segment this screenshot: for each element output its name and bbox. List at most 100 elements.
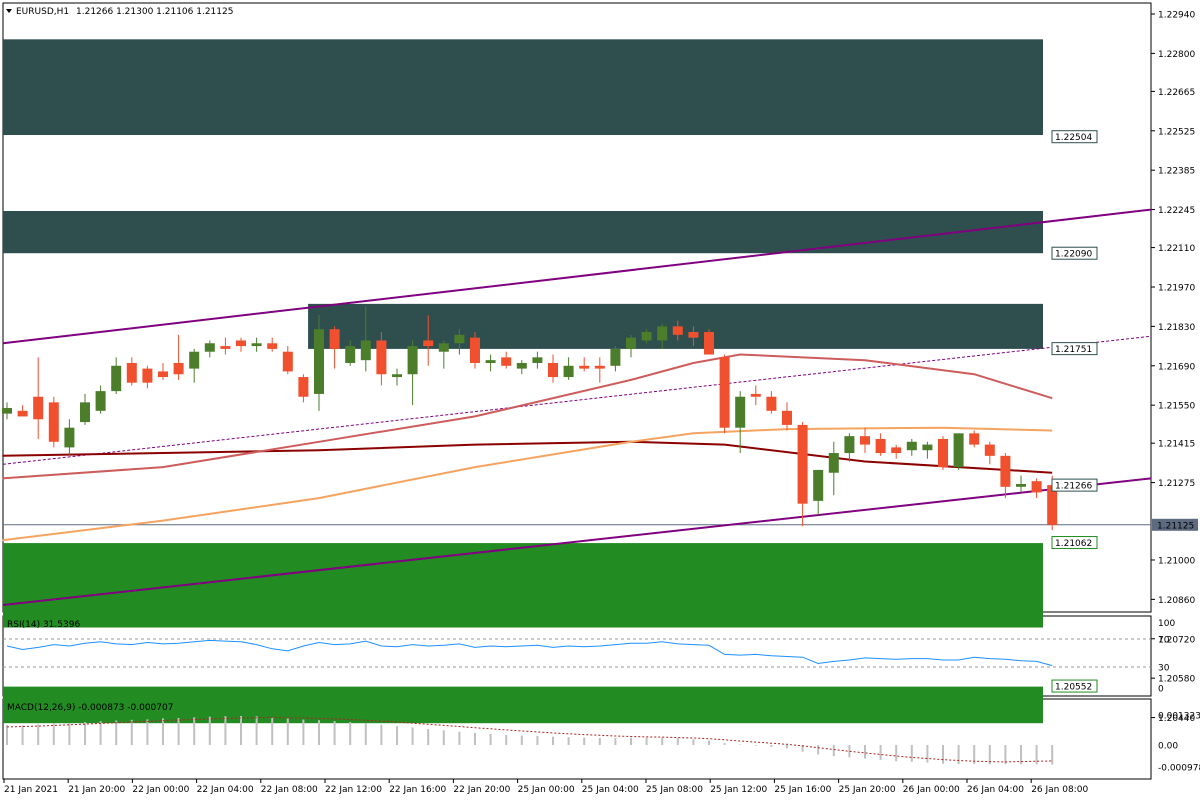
candle-body — [142, 368, 153, 383]
level-label-box — [1051, 246, 1098, 260]
candle-body — [516, 362, 527, 369]
price-tick-label: 1.22525 — [1158, 127, 1195, 137]
candle-body — [766, 396, 777, 411]
candle-body — [532, 357, 543, 363]
candle-body — [17, 410, 28, 417]
macd-layer: 0.001323 0.00 -0.000978 — [6, 712, 1200, 774]
candle-body — [782, 410, 792, 425]
candle-body — [844, 436, 855, 454]
level-labels-layer: 1.22504 1.22090 1.21751 1.21266 1.21062 1.205… — [1051, 130, 1098, 693]
price-tick-label: 1.22245 — [1158, 206, 1195, 216]
price-axis: 1.22940 1.22800 1.22665 1.22525 1.22385 1.222… — [1151, 11, 1198, 724]
ohlc-readout: 1.21266 1.21300 1.21106 1.21125 — [76, 7, 233, 17]
candle-body — [657, 326, 668, 341]
candle-body — [579, 365, 590, 369]
level-label-text: 1.20552 — [1055, 683, 1092, 693]
price-tick-label: 1.21550 — [1158, 402, 1195, 412]
symbol-label: EURUSD,H1 — [16, 7, 69, 17]
candle-body — [735, 396, 746, 428]
macd-tick-label: 0.00 — [1158, 742, 1178, 752]
candle-body — [267, 343, 278, 349]
price-tick-label: 1.20580 — [1158, 675, 1195, 685]
level-label-text: 1.21062 — [1055, 539, 1092, 549]
time-tick-label: 22 Jan 12:00 — [325, 785, 382, 795]
candle-body — [173, 362, 184, 375]
candle-body — [236, 340, 246, 347]
candle-body — [111, 365, 122, 392]
price-tick-label: 1.22800 — [1158, 50, 1195, 60]
rsi-line — [6, 639, 1053, 667]
time-tick-label: 25 Jan 08:00 — [646, 785, 703, 795]
lower-channel-line — [2, 477, 1152, 606]
level-label-text: 1.22504 — [1055, 133, 1092, 143]
candle-body — [672, 326, 683, 335]
candle-body — [953, 433, 964, 468]
mid-channel-line — [2, 335, 1152, 465]
price-tick-label: 1.22665 — [1158, 88, 1195, 98]
trendlines-layer — [2, 208, 1152, 606]
price-tick-label: 1.20440 — [1158, 714, 1195, 724]
candle-body — [314, 329, 324, 394]
support-zone — [3, 686, 1043, 724]
candle-body — [984, 444, 995, 456]
candle-body — [1047, 485, 1058, 525]
time-axis: 21 Jan 2021 21 Jan 20:00 22 Jan 00:00 22 Ja… — [3, 779, 1088, 795]
time-tick-label: 21 Jan 2021 — [4, 785, 58, 795]
candle-body — [1031, 481, 1042, 493]
resistance-zone — [3, 39, 1043, 136]
time-tick-label: 21 Jan 20:00 — [68, 785, 125, 795]
candle-body — [189, 351, 200, 369]
candle-body — [204, 343, 215, 352]
candle-body — [969, 433, 980, 445]
time-tick-label: 25 Jan 20:00 — [839, 785, 896, 795]
candle-body — [48, 402, 59, 442]
macd-title: MACD(12,26,9) -0.000873 -0.000707 — [7, 703, 173, 713]
current-price-text: 1.21125 — [1157, 521, 1194, 531]
level-label-box — [1051, 536, 1098, 550]
time-tick-label: 22 Jan 04:00 — [197, 785, 254, 795]
candle-body — [345, 346, 356, 363]
candle-body — [438, 343, 449, 352]
rsi-tick-label: 100 — [1158, 619, 1175, 629]
time-tick-label: 22 Jan 20:00 — [453, 785, 510, 795]
time-tick-label: 25 Jan 16:00 — [774, 785, 831, 795]
level-label-box — [1051, 478, 1098, 492]
time-tick-label: 26 Jan 04:00 — [967, 785, 1024, 795]
candle-body — [407, 346, 418, 375]
candle-body — [875, 438, 886, 454]
candle-body — [360, 340, 371, 361]
candles-layer[interactable] — [2, 306, 1058, 531]
candle-body — [719, 357, 730, 428]
candle-body — [610, 348, 621, 366]
price-tick-label: 1.21970 — [1158, 283, 1195, 293]
candle-body — [470, 337, 480, 363]
price-tick-label: 1.21275 — [1158, 479, 1195, 489]
time-tick-label: 25 Jan 04:00 — [582, 785, 639, 795]
candle-body — [1000, 455, 1011, 487]
symbol-dropdown-icon[interactable] — [6, 9, 12, 13]
price-tick-label: 1.21830 — [1158, 323, 1195, 333]
candle-body — [750, 393, 761, 397]
price-tick-label: 1.22940 — [1158, 11, 1195, 21]
rsi-tick-label: 30 — [1158, 664, 1170, 674]
candle-body — [454, 334, 465, 344]
candle-body — [891, 447, 902, 454]
time-tick-label: 22 Jan 08:00 — [261, 785, 318, 795]
candle-body — [813, 469, 824, 501]
candle-body — [501, 357, 512, 366]
candle-body — [704, 332, 714, 355]
level-label-box — [1051, 342, 1098, 356]
candle-body — [126, 362, 137, 383]
candle-body — [563, 365, 574, 378]
rsi-title: RSI(14) 31.5396 — [7, 620, 80, 630]
current-price-badge — [1152, 518, 1198, 531]
candle-body — [641, 332, 652, 341]
candle-body — [423, 340, 434, 347]
candle-body — [80, 402, 90, 423]
candle-body — [298, 377, 309, 397]
level-label-text: 1.21751 — [1055, 345, 1092, 355]
candle-body — [251, 343, 262, 347]
rsi-tick-label: 0 — [1158, 685, 1164, 695]
level-label-text: 1.21266 — [1055, 482, 1092, 492]
